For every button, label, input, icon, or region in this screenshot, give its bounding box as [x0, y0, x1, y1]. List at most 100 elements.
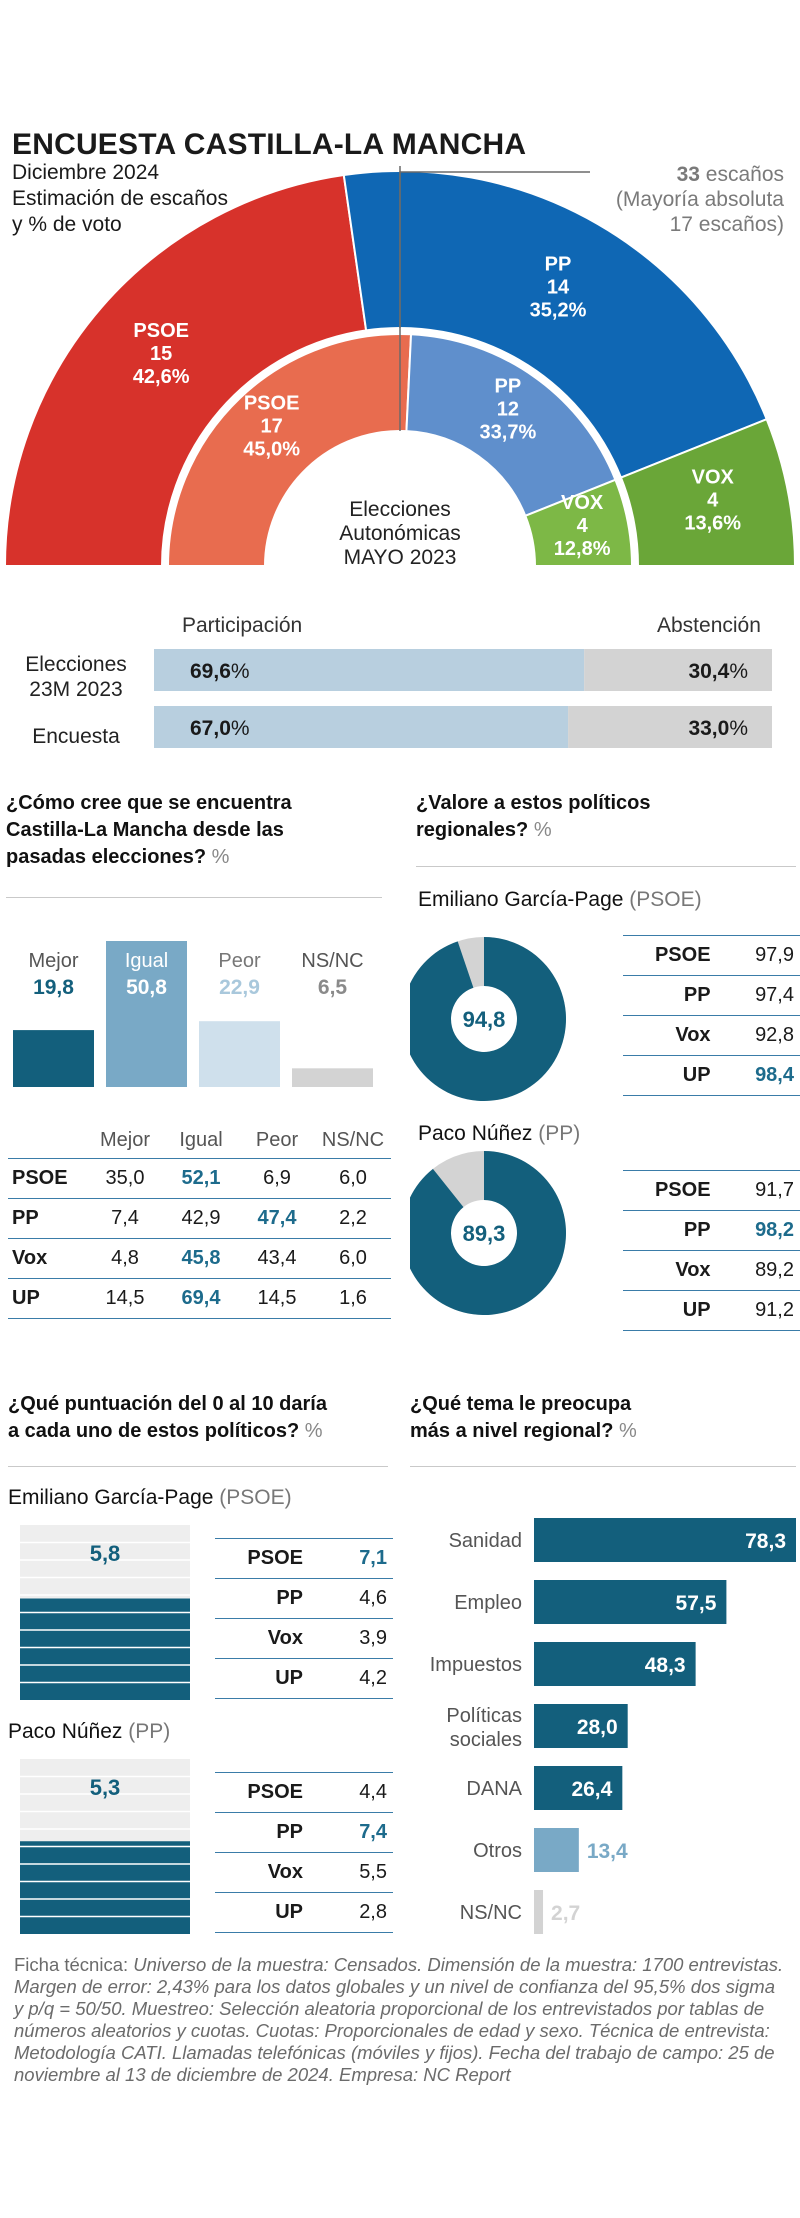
abstention-bar [584, 649, 772, 691]
q1-table-header: Peor [255, 1128, 299, 1151]
page-title: ENCUESTA CASTILLA-LA MANCHA [12, 128, 527, 161]
outer-ring-survey [3, 170, 797, 567]
slice-party-label: VOX [692, 467, 735, 489]
party-cell: PP [623, 975, 717, 1016]
technical-sheet-text: Universo de la muestra: Censados. Dimens… [14, 1954, 784, 2085]
q4-value-label: 2,7 [551, 1902, 580, 1925]
q1-divider [6, 897, 382, 898]
q1-table-header: Mejor [99, 1128, 150, 1151]
subtitle-line-2: y % de voto [12, 213, 122, 236]
participation-value-unit: % [231, 660, 250, 683]
value-cell: 91,2 [716, 1290, 800, 1331]
party-cell: PSOE [215, 1772, 309, 1813]
donut-value-arc [410, 937, 566, 1101]
score-bar-politician-2: 5,3 [20, 1759, 190, 1934]
total-seats-number: 33 [676, 163, 700, 186]
value-cell: 7,4 [87, 1198, 163, 1239]
value-cell: 89,2 [716, 1250, 800, 1291]
q4-title: ¿Qué tema le preocupa más a nivel region… [410, 1391, 790, 1445]
table-row: Vox 4,8 45,8 43,4 6,0 [8, 1238, 391, 1279]
q4-bar-chart: Sanidad 78,3 Empleo 57,5 Impuestos 48,3 Políti… [430, 1518, 796, 1934]
q4-category-label: sociales [450, 1729, 522, 1751]
party-cell: PP [215, 1578, 309, 1619]
q2-donut-charts: 94,8 89,3 [410, 937, 566, 1315]
q1-value-label: 50,8 [126, 976, 167, 999]
value-cell-highlight: 52,1 [163, 1158, 239, 1199]
q1-party-table: Mejor Igual Peor NS/NC PSOE 35,0 52,1 6,… [8, 1122, 391, 1319]
abstention-value-label: 33,0% [688, 717, 748, 740]
q1-bar-peor [199, 1021, 280, 1087]
table-row: PSOE 35,0 52,1 6,9 6,0 [8, 1158, 391, 1199]
q4-value-label: 26,4 [571, 1778, 612, 1801]
slice-seats-label: 12 [497, 398, 519, 420]
value-cell: 1,6 [315, 1278, 391, 1319]
value-cell: 14,5 [239, 1278, 315, 1319]
party-cell: PP [8, 1198, 87, 1239]
slice-vote-label: 33,7% [480, 421, 537, 443]
q4-category-label: Empleo [454, 1592, 522, 1614]
q1-title-line-1: ¿Cómo cree que se encuentra [6, 792, 292, 814]
q3-politician-1-name: Emiliano García-Page (PSOE) [8, 1486, 292, 1510]
value-cell: 43,4 [239, 1238, 315, 1279]
value-cell: 4,2 [309, 1658, 393, 1699]
q1-value-label: 19,8 [33, 976, 74, 999]
q3-divider [8, 1466, 388, 1467]
q4-bar [534, 1518, 796, 1562]
q1-category-label: Mejor [28, 950, 78, 972]
inner-ring-elections-2023 [166, 333, 634, 567]
participation-bar [154, 649, 585, 691]
q1-bar-igual [106, 941, 187, 1087]
participation-value-number: 67,0 [190, 717, 231, 740]
table-row: PP 97,4 [623, 975, 800, 1016]
value-cell: 42,9 [163, 1198, 239, 1239]
center-label-3: MAYO 2023 [344, 546, 457, 569]
value-cell: 6,0 [315, 1238, 391, 1279]
hemicycle-slice-pp [342, 170, 769, 479]
party-cell: Vox [215, 1852, 309, 1893]
q4-value-label: 78,3 [745, 1530, 786, 1553]
participation-row-label-elections: Elecciones 23M 2023 [16, 652, 136, 702]
q1-bar-ns-nc [292, 1068, 373, 1087]
abstention-header: Abstención [657, 614, 761, 637]
score-bar-fill [20, 1841, 190, 1934]
q2-politician-1-party: (PSOE) [629, 888, 702, 911]
q3-politician-2-party: (PP) [128, 1720, 171, 1743]
q4-value-label: 57,5 [676, 1592, 717, 1615]
value-cell: 14,5 [87, 1278, 163, 1319]
q1-pct-label: % [211, 846, 230, 868]
value-cell: 6,0 [315, 1158, 391, 1199]
value-cell: 97,9 [716, 935, 800, 976]
q4-value-label: 28,0 [577, 1716, 618, 1739]
value-cell-highlight: 47,4 [239, 1198, 315, 1239]
q3-politician-2-fullname: Paco Núñez [8, 1720, 123, 1743]
q4-bar [534, 1580, 727, 1624]
value-cell-highlight: 7,4 [309, 1812, 393, 1853]
abstention-value-number: 33,0 [688, 717, 729, 740]
slice-seats-label: 4 [707, 490, 719, 512]
participation-bar [154, 706, 569, 748]
abstention-bar [568, 706, 772, 748]
slice-seats-label: 14 [547, 276, 570, 298]
table-row: PSOE 91,7 [623, 1170, 800, 1211]
q1-table-header: Igual [179, 1128, 223, 1151]
q1-category-label: Igual [125, 950, 168, 972]
q3-politician-2-name: Paco Núñez (PP) [8, 1720, 170, 1744]
q2-title-line-2: regionales? [416, 819, 529, 841]
q2-title: ¿Valore a estos políticos regionales? % [416, 790, 786, 844]
value-cell-highlight: 98,4 [716, 1055, 800, 1096]
participation-header: Participación [182, 614, 303, 637]
party-cell: UP [623, 1290, 717, 1331]
q4-bar [534, 1890, 544, 1934]
hemicycle-slice-psoe [166, 333, 413, 567]
party-cell: UP [215, 1658, 309, 1699]
table-row: UP 2,8 [215, 1892, 393, 1933]
score-value-label: 5,8 [90, 1541, 121, 1566]
center-label-1: Elecciones [349, 498, 451, 521]
q3-politician-2-table: PSOE 4,4 PP 7,4 Vox 5,5 UP 2,8 [215, 1772, 393, 1933]
donut-value-label: 89,3 [463, 1221, 506, 1246]
q3-pct-label: % [304, 1420, 323, 1442]
party-cell: UP [623, 1055, 717, 1096]
donut-politician-2: 89,3 [410, 1151, 566, 1315]
q1-table-header-empty [8, 1122, 87, 1159]
